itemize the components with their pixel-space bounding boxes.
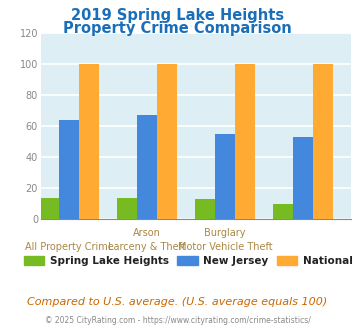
Text: Burglary: Burglary [204, 228, 246, 238]
Bar [117, 198, 137, 219]
Bar [39, 198, 59, 219]
Text: 2019 Spring Lake Heights: 2019 Spring Lake Heights [71, 8, 284, 23]
Text: © 2025 CityRating.com - https://www.cityrating.com/crime-statistics/: © 2025 CityRating.com - https://www.city… [45, 316, 310, 325]
Bar [235, 64, 255, 219]
Text: Arson: Arson [133, 228, 161, 238]
Bar [273, 204, 293, 219]
Legend: Spring Lake Heights, New Jersey, National: Spring Lake Heights, New Jersey, Nationa… [20, 252, 355, 270]
Bar [195, 199, 215, 219]
Bar [79, 64, 99, 219]
Bar [59, 120, 79, 219]
Text: All Property Crime: All Property Crime [24, 242, 113, 252]
Text: Compared to U.S. average. (U.S. average equals 100): Compared to U.S. average. (U.S. average … [27, 297, 328, 307]
Text: Property Crime Comparison: Property Crime Comparison [63, 21, 292, 36]
Text: Motor Vehicle Theft: Motor Vehicle Theft [178, 242, 273, 252]
Text: Larceny & Theft: Larceny & Theft [108, 242, 186, 252]
Bar [215, 134, 235, 219]
Bar [137, 115, 157, 219]
Bar [293, 137, 313, 219]
Bar [157, 64, 177, 219]
Bar [313, 64, 333, 219]
